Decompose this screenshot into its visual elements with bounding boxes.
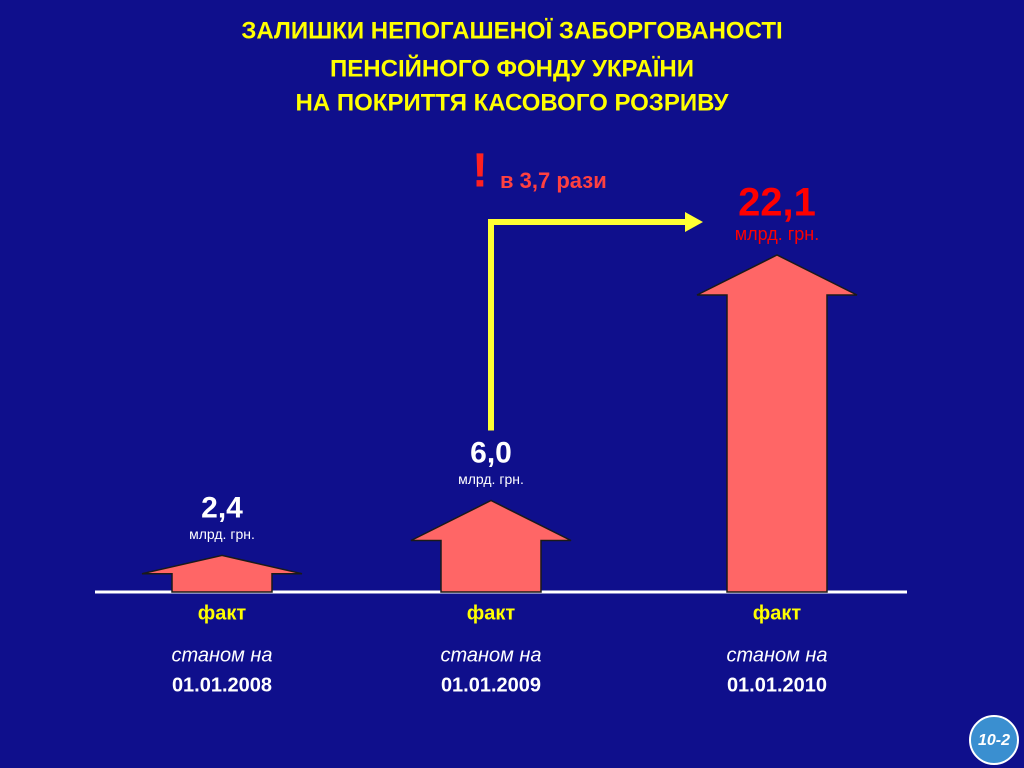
title-line: ПЕНСІЙНОГО ФОНДУ УКРАЇНИ: [330, 54, 694, 82]
unit-label: млрд. грн.: [189, 526, 255, 542]
category-prefix: станом на: [171, 644, 272, 666]
arrow: [141, 554, 303, 593]
x-tick-label: 01.01.2010: [727, 674, 827, 696]
series-label: факт: [753, 602, 802, 624]
unit-label: млрд. грн.: [735, 224, 820, 244]
x-tick-label: 01.01.2009: [441, 674, 541, 696]
value-label: 22,1: [738, 181, 816, 225]
category-prefix: станом на: [440, 644, 541, 666]
title-line: НА ПОКРИТТЯ КАСОВОГО РОЗРИВУ: [296, 89, 730, 116]
x-tick-label: 01.01.2008: [172, 674, 272, 696]
category-prefix: станом на: [726, 644, 827, 666]
arrow: [410, 499, 572, 593]
arrow: [696, 254, 858, 593]
series-label: факт: [198, 602, 247, 624]
connector: [488, 219, 687, 431]
annotation: в 3,7 рази: [500, 168, 607, 193]
value-label: 6,0: [470, 436, 512, 469]
value-label: 2,4: [201, 491, 243, 524]
series-label: факт: [467, 602, 516, 624]
slide-badge: [969, 715, 1019, 765]
title: ЗАЛИШКИ НЕПОГАШЕНОЇ ЗАБОРГОВАНОСТІ ПЕНСІ…: [241, 17, 782, 116]
unit-label: млрд. грн.: [458, 471, 524, 487]
title-line: ЗАЛИШКИ НЕПОГАШЕНОЇ ЗАБОРГОВАНОСТІ: [241, 17, 782, 44]
slide-number: 10-2: [978, 732, 1010, 749]
annotation-mark: !: [472, 145, 488, 198]
connector-head: [685, 212, 703, 232]
